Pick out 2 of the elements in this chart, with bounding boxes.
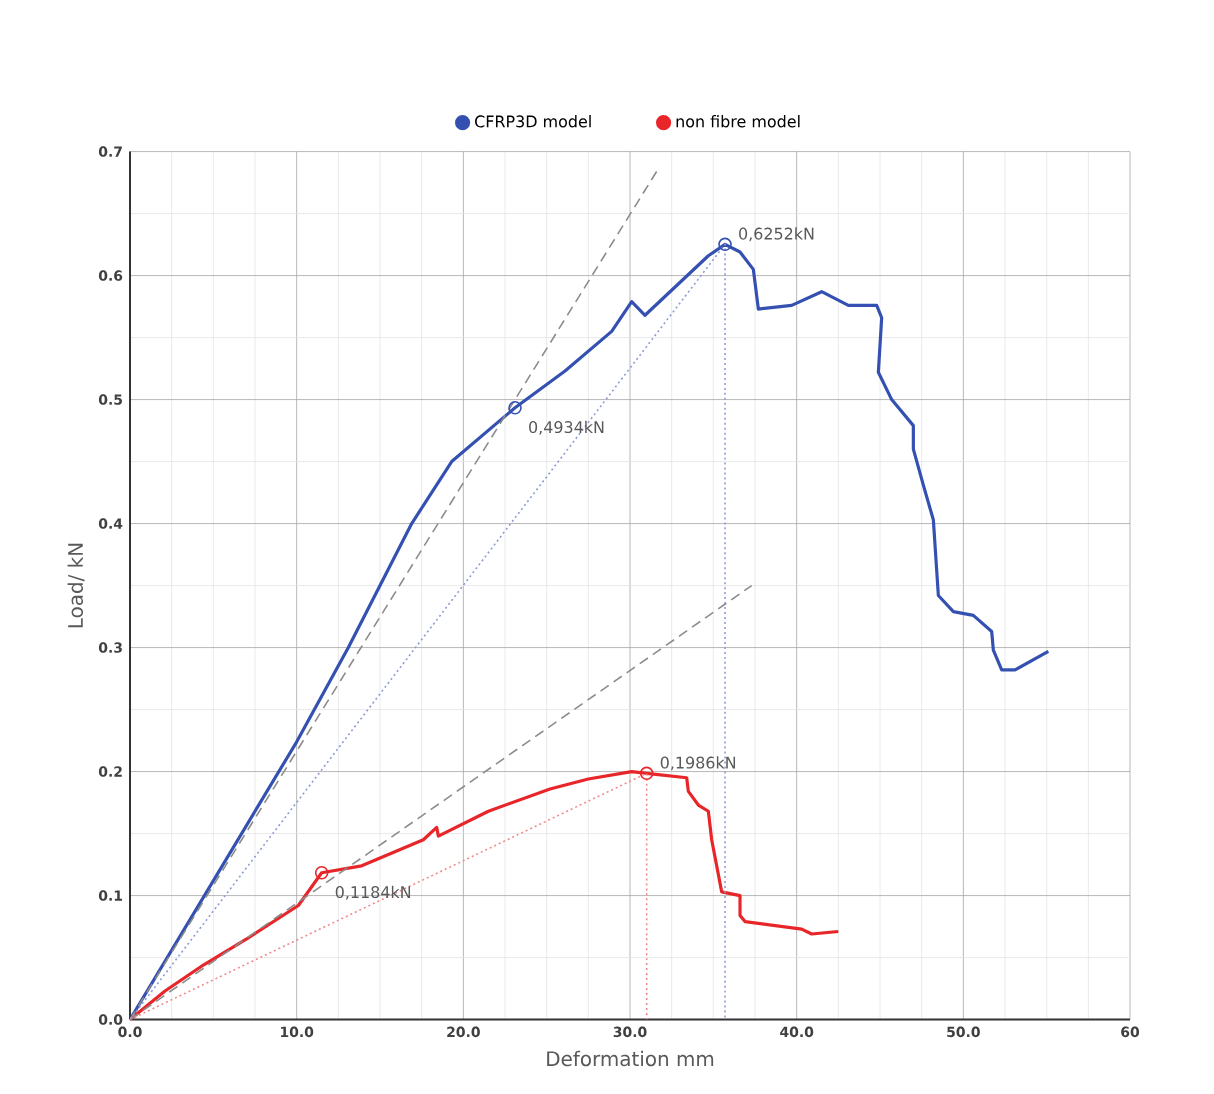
y-axis-title: Load/ kN <box>67 543 85 628</box>
x-axis-title: Deformation mm <box>547 1050 714 1067</box>
